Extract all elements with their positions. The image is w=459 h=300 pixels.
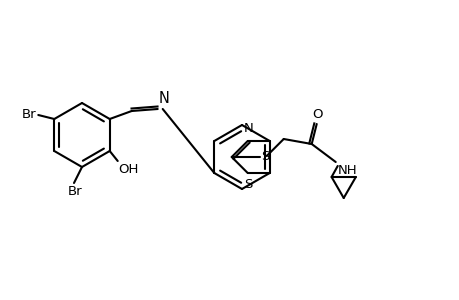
- Text: Br: Br: [67, 185, 82, 198]
- Text: S: S: [260, 149, 269, 163]
- Text: Br: Br: [22, 107, 36, 121]
- Text: N: N: [158, 91, 169, 106]
- Text: S: S: [244, 178, 252, 191]
- Text: N: N: [243, 122, 253, 135]
- Text: O: O: [312, 108, 322, 121]
- Text: NH: NH: [337, 164, 357, 177]
- Text: OH: OH: [118, 163, 139, 176]
